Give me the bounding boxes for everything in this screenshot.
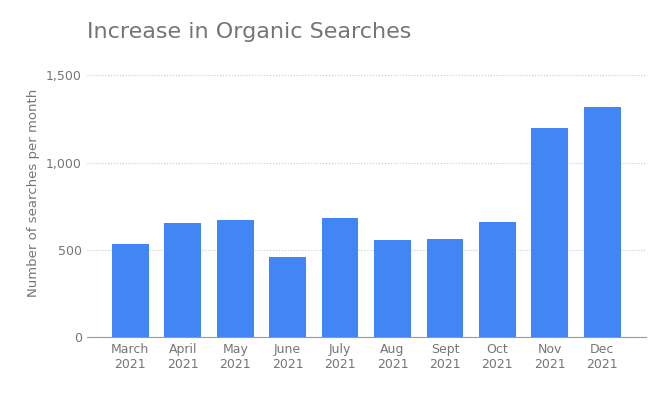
- Bar: [165, 223, 201, 337]
- Text: Increase in Organic Searches: Increase in Organic Searches: [87, 22, 411, 42]
- Bar: [269, 257, 306, 337]
- Bar: [427, 239, 464, 337]
- Bar: [531, 128, 568, 337]
- Bar: [479, 222, 515, 337]
- Bar: [374, 240, 411, 337]
- Bar: [322, 219, 358, 337]
- Bar: [217, 220, 254, 337]
- Y-axis label: Number of searches per month: Number of searches per month: [27, 89, 40, 297]
- Bar: [584, 107, 621, 337]
- Bar: [112, 244, 149, 337]
